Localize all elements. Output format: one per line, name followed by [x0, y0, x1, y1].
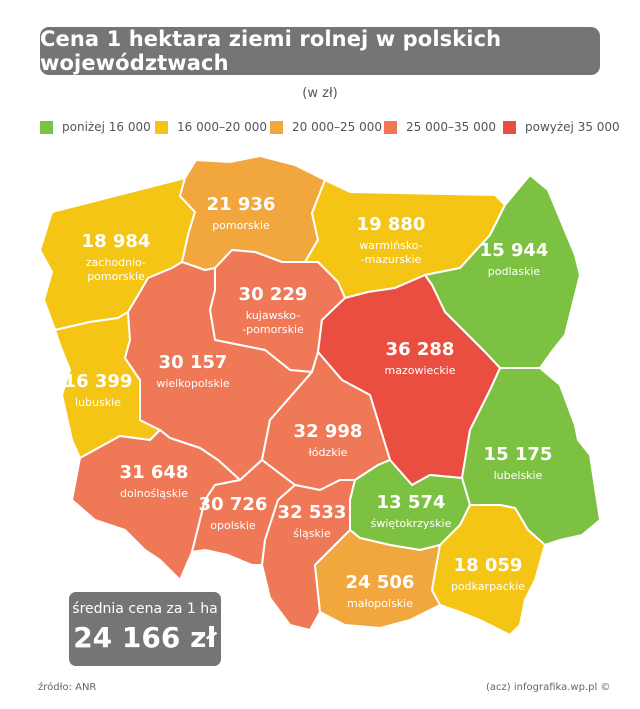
- region-name-zachodniopomorskie: pomorskie: [87, 270, 145, 283]
- region-wielkopolskie[interactable]: [124, 261, 313, 481]
- region-value-slaskie: 32 533: [278, 502, 347, 523]
- map-subtitle: (w zł): [302, 86, 338, 101]
- legend-item-20000-25000: 20 000–25 000: [270, 120, 382, 134]
- region-name-zachodniopomorskie: zachodnio-: [86, 256, 146, 269]
- region-name-malopolskie: małopolskie: [347, 597, 413, 610]
- region-name-kujawsko-pomorskie: -pomorskie: [242, 323, 304, 336]
- region-value-opolskie: 30 726: [199, 494, 268, 515]
- legend-item-above-35000: powyżej 35 000: [503, 120, 620, 134]
- average-price-value: 24 166 zł: [73, 621, 217, 654]
- legend-swatch: [155, 120, 168, 134]
- region-value-mazowieckie: 36 288: [386, 339, 455, 360]
- region-name-slaskie: śląskie: [293, 527, 331, 540]
- region-value-malopolskie: 24 506: [346, 572, 415, 593]
- region-name-swietokrzyskie: świętokrzyskie: [371, 517, 452, 530]
- region-name-dolnoslaskie: dolnośląskie: [120, 487, 188, 500]
- legend-label: powyżej 35 000: [525, 120, 620, 134]
- region-name-podkarpackie: podkarpackie: [451, 580, 525, 593]
- legend-swatch: [270, 120, 283, 134]
- region-value-podlaskie: 15 944: [480, 240, 549, 261]
- source-note: źródło: ANR: [38, 682, 97, 693]
- region-name-opolskie: opolskie: [210, 519, 256, 532]
- average-price-box: średnia cena za 1 ha 24 166 zł: [69, 592, 221, 666]
- map-title: Cena 1 hektara ziemi rolnej w polskich w…: [40, 27, 600, 75]
- region-name-lubelskie: lubelskie: [494, 469, 543, 482]
- region-value-pomorskie: 21 936: [207, 194, 276, 215]
- region-name-lubuskie: lubuskie: [75, 396, 121, 409]
- region-value-lubuskie: 16 399: [64, 371, 133, 392]
- region-value-lubelskie: 15 175: [484, 444, 553, 465]
- legend-label: 16 000–20 000: [177, 120, 267, 134]
- region-name-mazowieckie: mazowieckie: [384, 364, 455, 377]
- region-name-kujawsko-pomorskie: kujawsko-: [246, 309, 300, 322]
- region-lubelskie[interactable]: [461, 367, 601, 546]
- region-podkarpackie[interactable]: [431, 504, 546, 636]
- region-name-podlaskie: podlaskie: [488, 265, 541, 278]
- legend-swatch: [503, 120, 516, 134]
- region-name-pomorskie: pomorskie: [212, 219, 270, 232]
- region-name-lodzkie: łódzkie: [309, 446, 348, 459]
- legend-swatch: [384, 120, 397, 134]
- legend-item-16000-20000: 16 000–20 000: [155, 120, 267, 134]
- region-value-zachodniopomorskie: 18 984: [82, 231, 151, 252]
- region-value-swietokrzyskie: 13 574: [377, 492, 446, 513]
- legend-item-below-16000: poniżej 16 000: [40, 120, 151, 134]
- region-value-warminsko-mazurskie: 19 880: [357, 214, 426, 235]
- region-name-warminsko-mazurskie: warmińsko-: [359, 239, 422, 252]
- legend-label: poniżej 16 000: [62, 120, 151, 134]
- legend-label: 20 000–25 000: [292, 120, 382, 134]
- region-name-warminsko-mazurskie: -mazurskie: [361, 253, 422, 266]
- credit-note: (acz) infografika.wp.pl ©: [486, 682, 611, 693]
- region-value-wielkopolskie: 30 157: [159, 352, 228, 373]
- region-name-wielkopolskie: wielkopolskie: [156, 377, 230, 390]
- region-value-lodzkie: 32 998: [294, 421, 363, 442]
- legend: poniżej 16 000 16 000–20 000 20 000–25 0…: [40, 120, 620, 136]
- legend-label: 25 000–35 000: [406, 120, 496, 134]
- region-value-dolnoslaskie: 31 648: [120, 462, 189, 483]
- legend-item-25000-35000: 25 000–35 000: [384, 120, 496, 134]
- region-value-kujawsko-pomorskie: 30 229: [239, 284, 308, 305]
- legend-swatch: [40, 120, 53, 134]
- average-price-label: średnia cena za 1 ha: [72, 601, 218, 617]
- region-value-podkarpackie: 18 059: [454, 555, 523, 576]
